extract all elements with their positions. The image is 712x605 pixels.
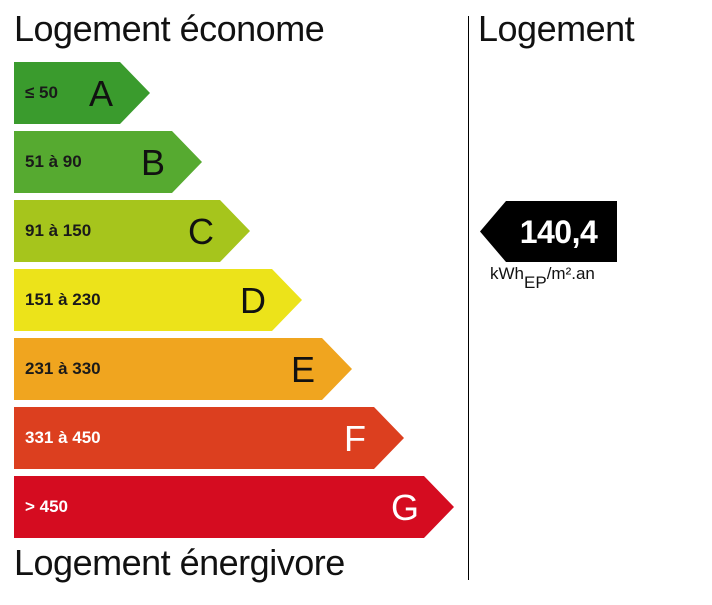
consumption-indicator: 140,4 xyxy=(480,201,617,262)
energy-class-range: 331 à 450 xyxy=(25,428,101,447)
energy-class-c: 91 à 150 C xyxy=(14,200,250,262)
energy-class-arrow-shape xyxy=(14,269,302,331)
consumption-value: 140,4 xyxy=(519,214,598,250)
energy-class-arrow xyxy=(14,62,150,124)
energy-class-a: ≤ 50 A xyxy=(14,62,150,124)
energy-class-letter: D xyxy=(240,280,266,321)
column-divider xyxy=(468,16,469,580)
energy-class-arrow-shape xyxy=(14,476,454,538)
page-title-energy-intensive: Logement énergivore xyxy=(14,542,345,583)
energy-class-arrow xyxy=(14,131,202,193)
unit-suffix: /m².an xyxy=(546,264,595,283)
energy-class-letter: G xyxy=(390,487,419,528)
energy-class-letter: C xyxy=(188,211,214,252)
consumption-unit: kWhEP/m².an xyxy=(490,264,595,292)
energy-class-arrow-shape xyxy=(14,338,352,400)
energy-class-arrow-shape xyxy=(14,200,250,262)
energy-class-range: ≤ 50 xyxy=(25,83,58,102)
energy-class-letter: F xyxy=(344,418,366,459)
energy-class-f: 331 à 450 F xyxy=(14,407,404,469)
energy-class-arrow-shape xyxy=(14,62,150,124)
indicator-arrow xyxy=(480,201,617,262)
column-title-logement: Logement xyxy=(478,8,635,49)
energy-class-arrow-shape xyxy=(14,407,404,469)
energy-class-range: 51 à 90 xyxy=(25,152,82,171)
page-title-efficient: Logement économe xyxy=(14,8,325,49)
unit-prefix: kWh xyxy=(490,264,524,283)
energy-class-arrow xyxy=(14,200,250,262)
energy-class-range: 231 à 330 xyxy=(25,359,101,378)
indicator-arrow-shape xyxy=(480,201,617,262)
energy-class-arrow xyxy=(14,407,404,469)
energy-class-g: > 450 G xyxy=(14,476,454,538)
energy-class-d: 151 à 230 D xyxy=(14,269,302,331)
energy-class-range: 91 à 150 xyxy=(25,221,92,240)
energy-class-e: 231 à 330 E xyxy=(14,338,352,400)
energy-class-b: 51 à 90 B xyxy=(14,131,202,193)
energy-class-letter: B xyxy=(140,142,165,183)
unit-subscript: EP xyxy=(524,273,547,292)
energy-class-arrow xyxy=(14,338,352,400)
energy-class-letter: E xyxy=(290,349,315,390)
energy-class-range: > 450 xyxy=(25,497,69,516)
energy-class-arrow xyxy=(14,269,302,331)
energy-class-range: 151 à 230 xyxy=(25,290,101,309)
energy-class-arrow-shape xyxy=(14,131,202,193)
energy-class-arrow xyxy=(14,476,454,538)
energy-class-letter: A xyxy=(88,73,113,114)
